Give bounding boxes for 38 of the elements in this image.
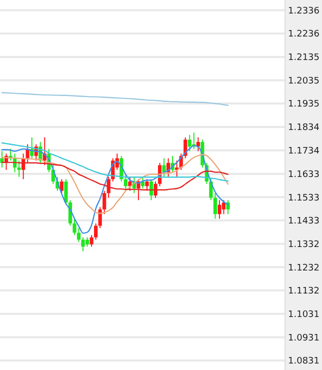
y-tick-label: 1.2336: [288, 6, 320, 16]
candlestick: [145, 178, 149, 192]
candlestick: [94, 222, 98, 240]
candlestick: [188, 134, 192, 152]
candlestick: [72, 218, 76, 236]
y-tick-label: 1.1332: [288, 240, 320, 250]
candlestick: [124, 174, 128, 192]
y-tick-label: 1.2135: [288, 53, 320, 64]
candlestick: [0, 150, 4, 168]
candlestick: [226, 200, 230, 215]
candlestick: [102, 190, 106, 215]
y-tick-label: 1.1633: [288, 170, 320, 180]
candlestick: [17, 160, 21, 178]
y-tick-label: 1.1734: [288, 146, 320, 156]
y-tick-label: 1.2236: [288, 30, 320, 40]
y-tick-label: 1.1031: [288, 310, 320, 320]
candlestick: [162, 158, 166, 178]
y-tick-label: 1.1132: [288, 286, 320, 297]
y-tick-label: 1.1232: [288, 263, 320, 274]
candlestick: [90, 234, 94, 248]
candlestick: [85, 236, 90, 248]
line-series: [1, 92, 229, 106]
candlestick: [218, 200, 222, 220]
y-tick-label: 1.1433: [288, 216, 320, 227]
y-tick-label: 1.0831: [288, 356, 320, 367]
candlestick: [154, 181, 158, 198]
candlestick: [149, 178, 154, 201]
y-tick-label: 1.2035: [288, 76, 320, 86]
candlestick: [76, 228, 81, 243]
y-tick-label: 1.0931: [288, 333, 320, 344]
y-tick-label: 1.1533: [288, 193, 320, 204]
candlestick: [60, 178, 64, 194]
candlestick: [222, 200, 226, 215]
candlestick: [128, 176, 132, 192]
y-tick-label: 1.1834: [288, 123, 320, 134]
candlestick: [213, 192, 218, 220]
y-tick-label: 1.1935: [288, 100, 320, 110]
candlestick: [136, 178, 140, 201]
